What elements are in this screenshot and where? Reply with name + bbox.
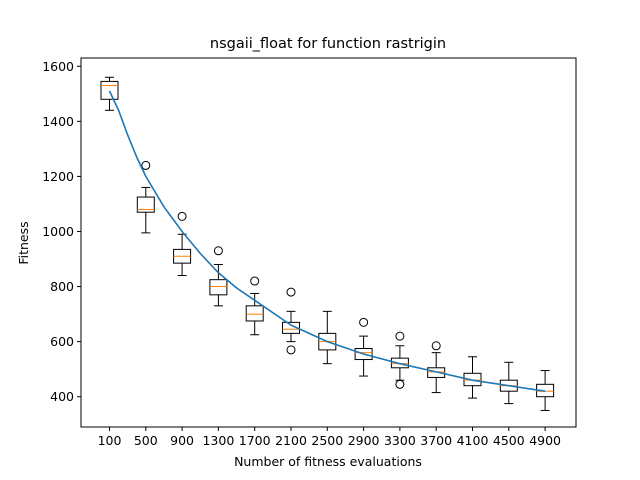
x-tick-label: 500: [134, 433, 158, 448]
box: [245, 305, 264, 322]
box: [282, 321, 300, 334]
y-tick-label: 800: [50, 279, 74, 294]
box: [463, 372, 482, 387]
outlier-point: [286, 345, 296, 355]
x-tick-label: 3300: [384, 433, 416, 448]
box: [354, 348, 373, 361]
trend-line: [108, 90, 546, 392]
x-tick-label: 2500: [311, 433, 343, 448]
plot-area: 400 600 800 1000 1200 1400 1600 100 500 900 1300 17…: [42, 57, 577, 448]
outlier-point: [395, 379, 405, 389]
outlier-point: [395, 331, 405, 341]
outlier-point: [213, 246, 223, 256]
outlier-point: [250, 276, 260, 286]
outlier-point: [359, 317, 369, 327]
x-tick-label: 3700: [420, 433, 452, 448]
outlier-point: [141, 160, 151, 170]
outlier-point: [177, 211, 187, 221]
chart-title: nsgaii_float for function rastrigin: [210, 36, 446, 52]
x-tick-label: 2900: [348, 433, 380, 448]
x-tick-label: 2100: [275, 433, 307, 448]
y-tick-label: 400: [50, 389, 74, 404]
box: [100, 80, 119, 100]
box: [427, 367, 446, 378]
x-tick-label: 900: [170, 433, 194, 448]
y-tick-label: 1600: [42, 59, 74, 74]
y-tick-label: 1400: [42, 114, 74, 129]
x-tick-label: 1300: [202, 433, 234, 448]
box: [390, 357, 409, 369]
y-axis-label: Fitness: [16, 221, 31, 264]
y-tick-label: 1200: [42, 169, 74, 184]
x-axis-label: Number of fitness evaluations: [234, 454, 422, 469]
box: [209, 279, 228, 296]
y-tick-label: 600: [50, 334, 74, 349]
x-tick-label: 4500: [493, 433, 525, 448]
outlier-point: [431, 341, 441, 351]
outlier-point: [286, 287, 296, 297]
x-tick-label: 100: [98, 433, 122, 448]
x-tick-label: 4900: [529, 433, 561, 448]
y-tick-label: 1000: [42, 224, 74, 239]
plot-frame: [80, 57, 577, 428]
box: [136, 196, 155, 213]
x-tick-label: 1700: [239, 433, 271, 448]
x-tick-label: 4100: [457, 433, 489, 448]
